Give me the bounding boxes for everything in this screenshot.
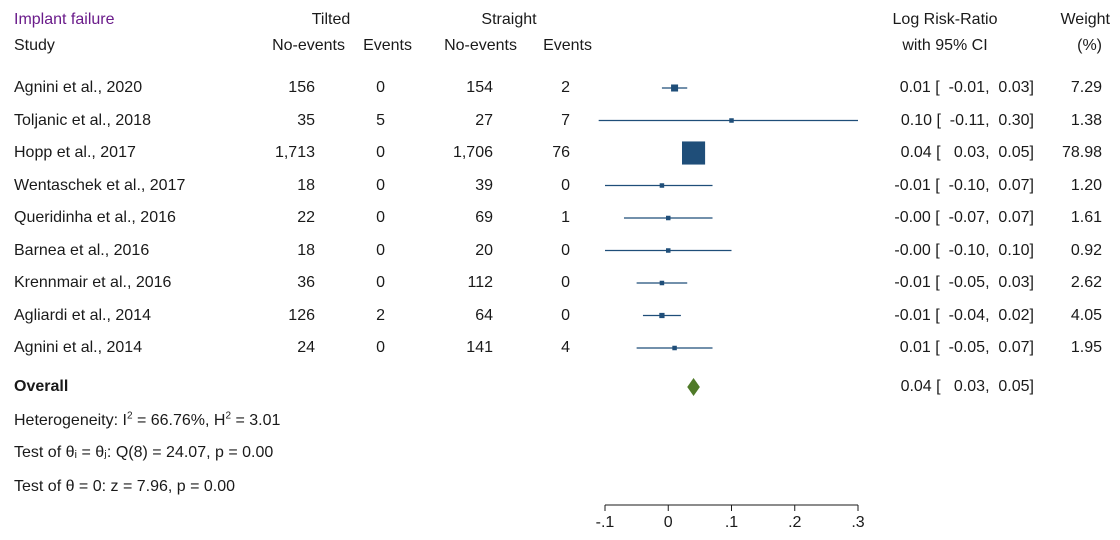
- weight-cell: 0.92: [1070, 242, 1102, 259]
- overall-label: Overall: [14, 378, 69, 395]
- straight-events-cell: 76: [552, 144, 570, 161]
- test-theta-i-text: Test of θᵢ = θⱼ: Q(8) = 24.07, p = 0.00: [14, 444, 274, 461]
- x-axis-tick-label: 0: [664, 514, 673, 531]
- heterogeneity-text: Heterogeneity: I2 = 66.76%, H2 = 3.01: [14, 410, 281, 429]
- straight-no-events-cell: 69: [475, 209, 493, 226]
- ci-text-cell: -0.00 [ -0.10, 0.10]: [894, 242, 1034, 259]
- x-axis-tick-label: .2: [788, 514, 801, 531]
- ci-text-cell: -0.01 [ -0.05, 0.03]: [894, 274, 1034, 291]
- study-name: Agnini et al., 2020: [14, 79, 143, 96]
- weight-header-line1: Weight: [1060, 11, 1110, 28]
- tilted-events-cell: 0: [376, 242, 385, 259]
- straight-no-events-cell: 1,706: [452, 144, 493, 161]
- straight-events-cell: 2: [561, 79, 570, 96]
- study-marker: [729, 118, 734, 123]
- study-name: Krennmair et al., 2016: [14, 274, 172, 291]
- study-marker: [659, 183, 665, 188]
- straight-no-events-cell: 154: [466, 79, 493, 96]
- weight-cell: 1.20: [1070, 177, 1102, 194]
- weight-cell: 1.61: [1070, 209, 1102, 226]
- effect-header-line1: Log Risk-Ratio: [892, 11, 998, 28]
- study-marker: [666, 215, 671, 221]
- tilted-events-cell: 0: [376, 339, 385, 356]
- straight-events-cell: 0: [561, 177, 570, 194]
- weight-cell: 1.95: [1070, 339, 1102, 356]
- tilted-no-events-cell: 22: [297, 209, 315, 226]
- tilted-no-events-cell: 1,713: [274, 144, 315, 161]
- study-name: Agnini et al., 2014: [14, 339, 143, 356]
- tilted-no-events-cell: 18: [297, 177, 315, 194]
- col-header-tilted-events: Events: [363, 37, 412, 54]
- tilted-no-events-cell: 126: [288, 307, 315, 324]
- tilted-events-cell: 5: [376, 112, 385, 129]
- study-name: Hopp et al., 2017: [14, 144, 136, 161]
- study-column-header: Study: [14, 37, 55, 54]
- ci-text-cell: -0.01 [ -0.04, 0.02]: [894, 307, 1034, 324]
- ci-text-cell: -0.00 [ -0.07, 0.07]: [894, 209, 1034, 226]
- weight-cell: 7.29: [1070, 79, 1102, 96]
- test-theta-0-text: Test of θ = 0: z = 7.96, p = 0.00: [14, 478, 236, 495]
- straight-no-events-cell: 112: [467, 274, 493, 291]
- study-marker: [681, 141, 706, 165]
- study-name: Barnea et al., 2016: [14, 242, 150, 259]
- group-header-straight: Straight: [481, 11, 537, 28]
- tilted-no-events-cell: 18: [297, 242, 315, 259]
- col-header-straight-events: Events: [543, 37, 592, 54]
- straight-events-cell: 4: [561, 339, 570, 356]
- x-axis-tick-label: .1: [725, 514, 738, 531]
- tilted-events-cell: 0: [376, 177, 385, 194]
- overall-ci-text: 0.04 [ 0.03, 0.05]: [900, 378, 1034, 395]
- ci-text-cell: 0.01 [ -0.05, 0.07]: [899, 339, 1034, 356]
- weight-cell: 2.62: [1070, 274, 1102, 291]
- weight-cell: 78.98: [1061, 144, 1102, 161]
- ci-text-cell: 0.04 [ 0.03, 0.05]: [900, 144, 1034, 161]
- tilted-events-cell: 2: [376, 307, 385, 324]
- group-header-tilted: Tilted: [311, 11, 351, 28]
- tilted-no-events-cell: 36: [297, 274, 315, 291]
- straight-events-cell: 0: [561, 307, 570, 324]
- straight-no-events-cell: 20: [475, 242, 493, 259]
- study-marker: [666, 248, 671, 253]
- straight-events-cell: 0: [561, 274, 570, 291]
- ci-text-cell: -0.01 [ -0.10, 0.07]: [894, 177, 1034, 194]
- study-name: Agliardi et al., 2014: [14, 307, 151, 324]
- straight-no-events-cell: 64: [475, 307, 493, 324]
- weight-cell: 1.38: [1070, 112, 1102, 129]
- tilted-events-cell: 0: [376, 79, 385, 96]
- study-name: Toljanic et al., 2018: [14, 112, 151, 129]
- study-name: Wentaschek et al., 2017: [14, 177, 186, 194]
- plot-title: Implant failure: [14, 11, 115, 28]
- weight-cell: 4.05: [1070, 307, 1102, 324]
- tilted-events-cell: 0: [376, 274, 385, 291]
- straight-events-cell: 0: [561, 242, 570, 259]
- tilted-no-events-cell: 24: [297, 339, 315, 356]
- ci-text-cell: 0.10 [ -0.11, 0.30]: [900, 112, 1034, 129]
- study-marker: [659, 312, 665, 319]
- tilted-events-cell: 0: [376, 144, 385, 161]
- study-marker: [671, 84, 679, 92]
- straight-no-events-cell: 141: [466, 339, 493, 356]
- col-header-tilted-no-events: No-events: [272, 37, 345, 54]
- study-name: Queridinha et al., 2016: [14, 209, 176, 226]
- straight-events-cell: 1: [561, 209, 570, 226]
- weight-header-line2: (%): [1077, 37, 1102, 54]
- ci-text-cell: 0.01 [ -0.01, 0.03]: [899, 79, 1034, 96]
- straight-no-events-cell: 39: [475, 177, 493, 194]
- effect-header-line2: with 95% CI: [902, 37, 988, 54]
- tilted-events-cell: 0: [376, 209, 385, 226]
- straight-no-events-cell: 27: [475, 112, 493, 129]
- study-marker: [659, 280, 665, 286]
- straight-events-cell: 7: [561, 112, 570, 129]
- x-axis-tick-label: -.1: [596, 514, 615, 531]
- overall-diamond: [687, 378, 700, 396]
- tilted-no-events-cell: 156: [288, 79, 315, 96]
- x-axis-tick-label: .3: [851, 514, 864, 531]
- study-marker: [672, 345, 677, 351]
- tilted-no-events-cell: 35: [297, 112, 315, 129]
- col-header-straight-no-events: No-events: [444, 37, 517, 54]
